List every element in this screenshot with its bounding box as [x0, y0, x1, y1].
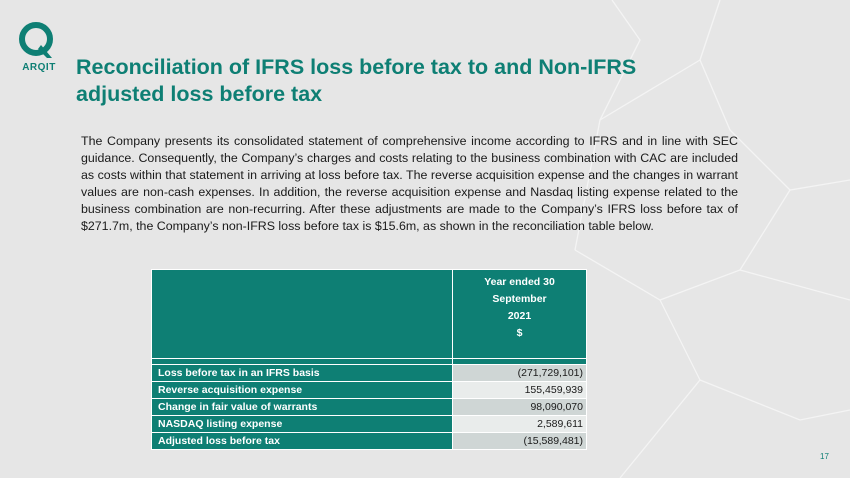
row-value: 98,090,070 — [452, 398, 587, 416]
row-label: Adjusted loss before tax — [151, 432, 453, 450]
row-value: (15,589,481) — [452, 432, 587, 450]
row-label: Reverse acquisition expense — [151, 381, 453, 399]
table-row: Adjusted loss before tax (15,589,481) — [151, 432, 587, 450]
arqit-q-logo-icon — [19, 22, 53, 58]
row-value: 2,589,611 — [452, 415, 587, 433]
table-row: Reverse acquisition expense 155,459,939 — [151, 381, 587, 399]
table-row: Change in fair value of warrants 98,090,… — [151, 398, 587, 416]
header-line: Year ended 30 — [484, 276, 555, 288]
page-title: Reconciliation of IFRS loss before tax t… — [76, 54, 796, 108]
header-line: 2021 — [507, 310, 532, 322]
title-line-1: Reconciliation of IFRS loss before tax t… — [76, 55, 637, 79]
row-label: NASDAQ listing expense — [151, 415, 453, 433]
table-row: NASDAQ listing expense 2,589,611 — [151, 415, 587, 433]
header-line: $ — [516, 327, 523, 339]
header-blank-cell — [151, 269, 453, 359]
row-label: Change in fair value of warrants — [151, 398, 453, 416]
table-header-row: Year ended 30 September 2021 $ — [151, 269, 587, 359]
reconciliation-table: Year ended 30 September 2021 $ Loss befo… — [151, 269, 587, 450]
page-number: 17 — [820, 452, 829, 461]
row-value: 155,459,939 — [452, 381, 587, 399]
logo-wordmark: ARQIT — [22, 62, 56, 73]
row-label: Loss before tax in an IFRS basis — [151, 364, 453, 382]
body-paragraph: The Company presents its consolidated st… — [81, 134, 738, 233]
header-period-cell: Year ended 30 September 2021 $ — [452, 269, 587, 359]
header-line: September — [492, 293, 547, 305]
title-line-2: adjusted loss before tax — [76, 82, 323, 106]
row-value: (271,729,101) — [452, 364, 587, 382]
table-row: Loss before tax in an IFRS basis (271,72… — [151, 364, 587, 382]
